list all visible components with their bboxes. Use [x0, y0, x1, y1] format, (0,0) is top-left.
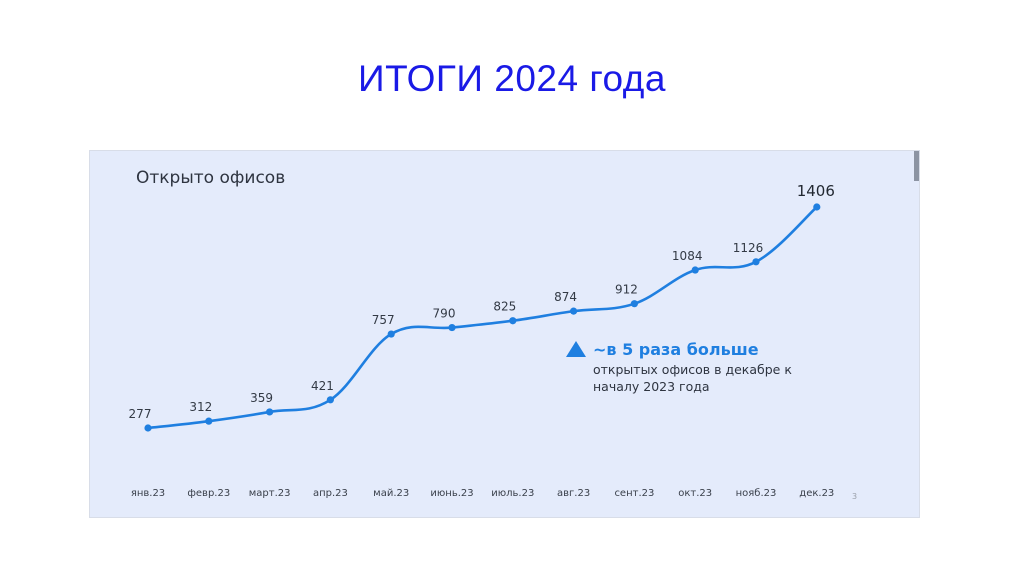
- x-tick-label: авг.23: [557, 488, 590, 499]
- line-chart: Открыто офисов 277 312 359 421 757 790 825 874 9…: [129, 168, 858, 501]
- data-label: 825: [493, 300, 516, 314]
- data-point: [387, 330, 395, 338]
- panel-scrollbar[interactable]: [914, 151, 919, 181]
- annotation: ~в 5 раза больше открытых офисов в декаб…: [566, 340, 792, 394]
- data-label: 359: [250, 391, 273, 405]
- data-label: 1126: [733, 241, 764, 255]
- chart-panel: Открыто офисов 277 312 359 421 757 790 825 874 9…: [89, 150, 920, 518]
- x-tick-label: нояб.23: [736, 488, 777, 499]
- data-point: [448, 323, 456, 332]
- data-label: 1084: [672, 249, 703, 263]
- data-point: [509, 317, 517, 325]
- x-tick-label: март.23: [249, 488, 291, 499]
- data-point: [326, 396, 334, 404]
- chart-title: Открыто офисов: [136, 168, 285, 188]
- data-point: [144, 424, 152, 432]
- annotation-line-1: открытых офисов в декабре к: [593, 362, 792, 377]
- x-tick-label: июль.23: [491, 488, 534, 499]
- x-tick-label: янв.23: [131, 488, 165, 499]
- data-point: [691, 266, 699, 274]
- data-point: [752, 258, 760, 266]
- x-tick-label: февр.23: [187, 488, 230, 499]
- x-tick-label: июнь.23: [430, 488, 473, 499]
- triangle-up-icon: [566, 341, 586, 357]
- annotation-line-2: началу 2023 года: [593, 379, 710, 394]
- data-label: 874: [554, 290, 577, 304]
- x-tick-label: окт.23: [678, 488, 712, 499]
- data-label: 1406: [797, 182, 835, 200]
- x-tick-label: сент.23: [614, 488, 654, 499]
- page-number: 3: [852, 492, 857, 501]
- data-point: [205, 417, 213, 425]
- data-label: 757: [372, 313, 395, 327]
- x-tick-label: май.23: [373, 488, 409, 499]
- data-label: 277: [129, 407, 152, 421]
- data-point: [630, 300, 639, 308]
- data-label: 912: [615, 283, 638, 297]
- data-point: [266, 408, 274, 416]
- series-line: [146, 205, 819, 430]
- slide-title: ИТОГИ 2024 года: [358, 58, 666, 99]
- data-label: 312: [189, 400, 212, 414]
- x-tick-label: апр.23: [313, 488, 348, 499]
- x-tick-label: дек.23: [799, 488, 834, 499]
- data-point: [813, 203, 821, 211]
- data-label: 790: [433, 307, 456, 321]
- data-label: 421: [311, 379, 334, 393]
- annotation-headline: ~в 5 раза больше: [593, 340, 759, 359]
- data-point: [570, 307, 578, 315]
